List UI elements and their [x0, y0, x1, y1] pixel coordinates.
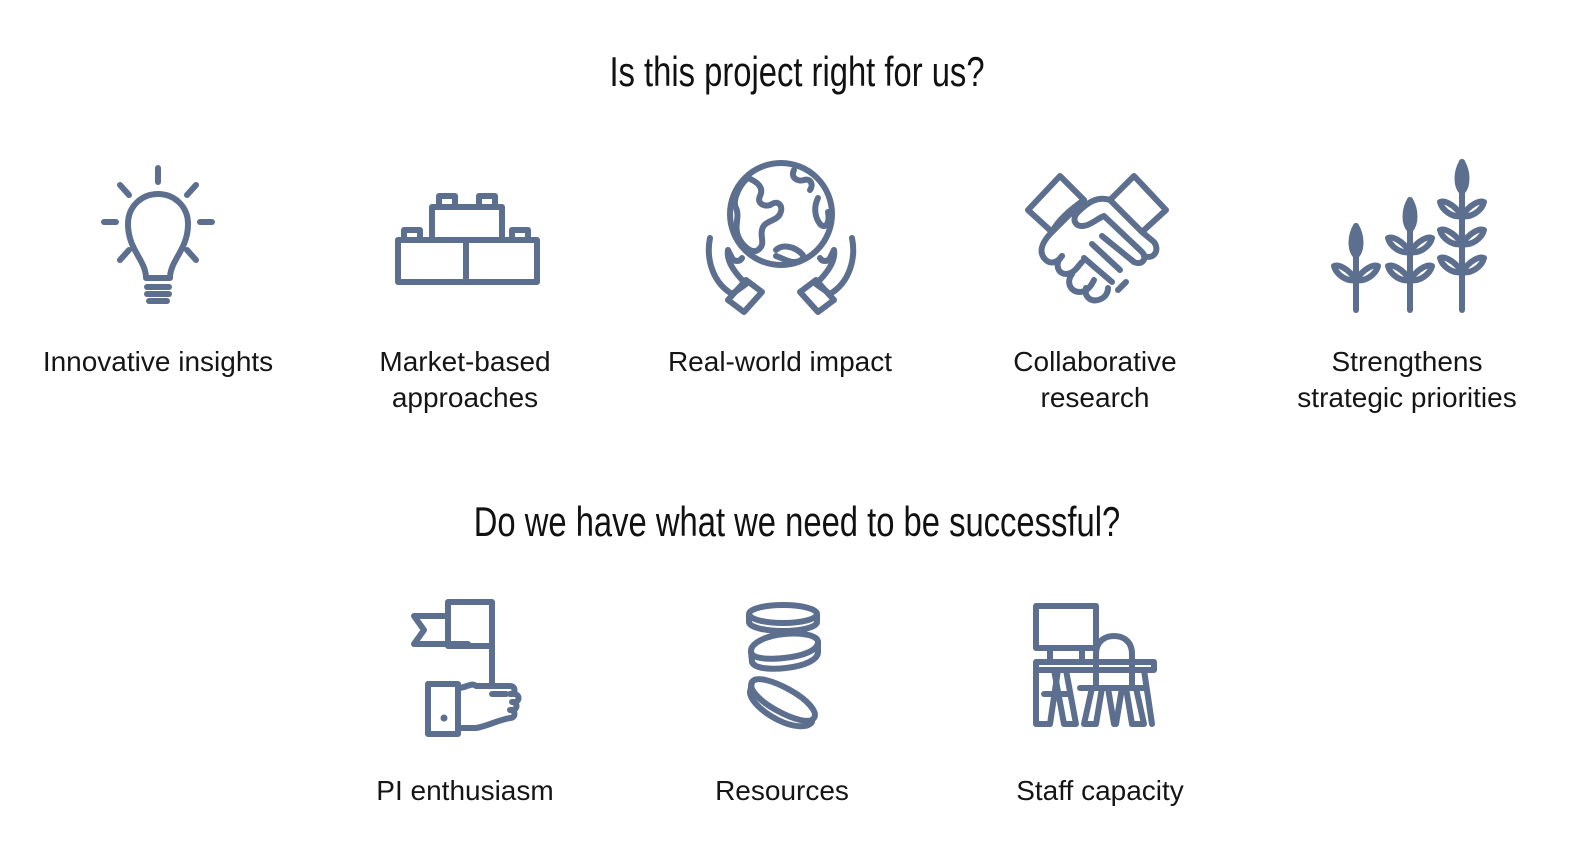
globe-in-hands-icon	[702, 158, 860, 318]
label-strengthens-strategic-priorities: Strengthens strategic priorities	[1297, 346, 1517, 413]
label-real-world-impact: Real-world impact	[667, 346, 893, 377]
label-resources: Resources	[715, 775, 849, 806]
label-collaborative-research: Collaborative research	[1013, 346, 1177, 413]
section-title-project-fit: Is this project right for us?	[609, 48, 985, 95]
label-innovative-insights: Innovative insights	[42, 346, 274, 377]
label-staff-capacity: Staff capacity	[1016, 775, 1184, 806]
handshake-icon	[1022, 170, 1172, 310]
building-blocks-icon	[392, 190, 542, 290]
lightbulb-icon	[98, 160, 218, 310]
label-pi-enthusiasm: PI enthusiasm	[376, 775, 554, 806]
hand-holding-flag-icon	[406, 596, 526, 742]
label-market-based-approaches: Market-based approaches	[379, 346, 551, 413]
desk-workstation-icon	[1030, 602, 1160, 732]
coins-icon	[742, 600, 826, 730]
section-title-success-needs: Do we have what we need to be successful…	[473, 498, 1121, 545]
growing-plants-icon	[1330, 156, 1490, 316]
